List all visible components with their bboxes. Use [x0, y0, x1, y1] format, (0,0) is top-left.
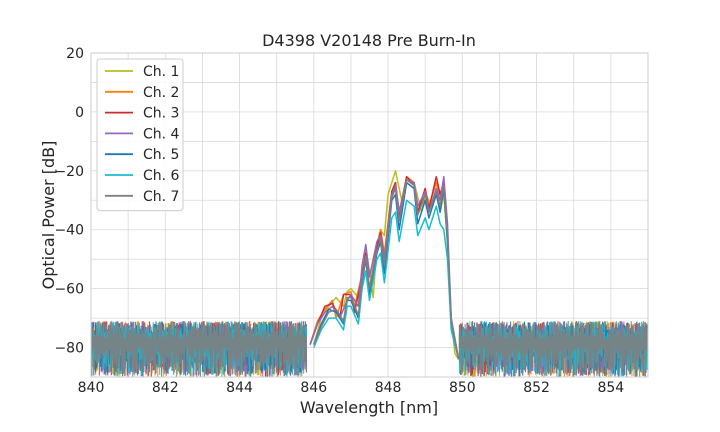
legend: Ch. 1 Ch. 2 Ch. 3 Ch. 4 Ch. 5 Ch. 6 Ch. 7 [96, 58, 184, 212]
x-tick-label: 846 [300, 380, 327, 396]
x-tick-label: 840 [78, 380, 105, 396]
y-ticks: −80 −60 −40 −20 0 20 [54, 46, 84, 357]
legend-label: Ch. 3 [143, 106, 179, 122]
x-axis-label: Wavelength [nm] [300, 398, 438, 417]
legend-label: Ch. 1 [143, 64, 179, 80]
grid [90, 52, 649, 378]
x-tick-label: 842 [152, 380, 179, 396]
legend-label: Ch. 2 [143, 85, 179, 101]
y-tick-label: 0 [75, 105, 84, 121]
noise-floor [91, 321, 648, 377]
legend-box [96, 58, 184, 212]
series-group [309, 170, 460, 360]
y-tick-label: 20 [66, 46, 84, 62]
legend-label: Ch. 5 [143, 147, 179, 163]
x-tick-label: 852 [523, 380, 550, 396]
legend-label: Ch. 7 [143, 189, 179, 205]
x-tick-label: 844 [226, 380, 253, 396]
y-tick-label: −20 [54, 164, 84, 180]
series-line-ch7 [313, 178, 460, 360]
legend-label: Ch. 6 [143, 168, 180, 184]
y-tick-label: −40 [54, 223, 84, 239]
x-tick-label: 848 [375, 380, 402, 396]
y-tick-label: −60 [54, 282, 84, 298]
plot-frame [90, 52, 649, 378]
y-tick-label: −80 [54, 341, 84, 357]
series-line-ch6 [313, 199, 460, 360]
legend-label: Ch. 4 [143, 126, 180, 142]
x-ticks: 840 842 844 846 848 850 852 854 [78, 380, 625, 396]
noise-ch7 [91, 321, 648, 377]
y-axis-label: Optical Power [dB] [39, 141, 58, 290]
x-tick-label: 850 [449, 380, 476, 396]
x-tick-label: 854 [597, 380, 624, 396]
chart-title: D4398 V20148 Pre Burn-In [262, 31, 476, 50]
